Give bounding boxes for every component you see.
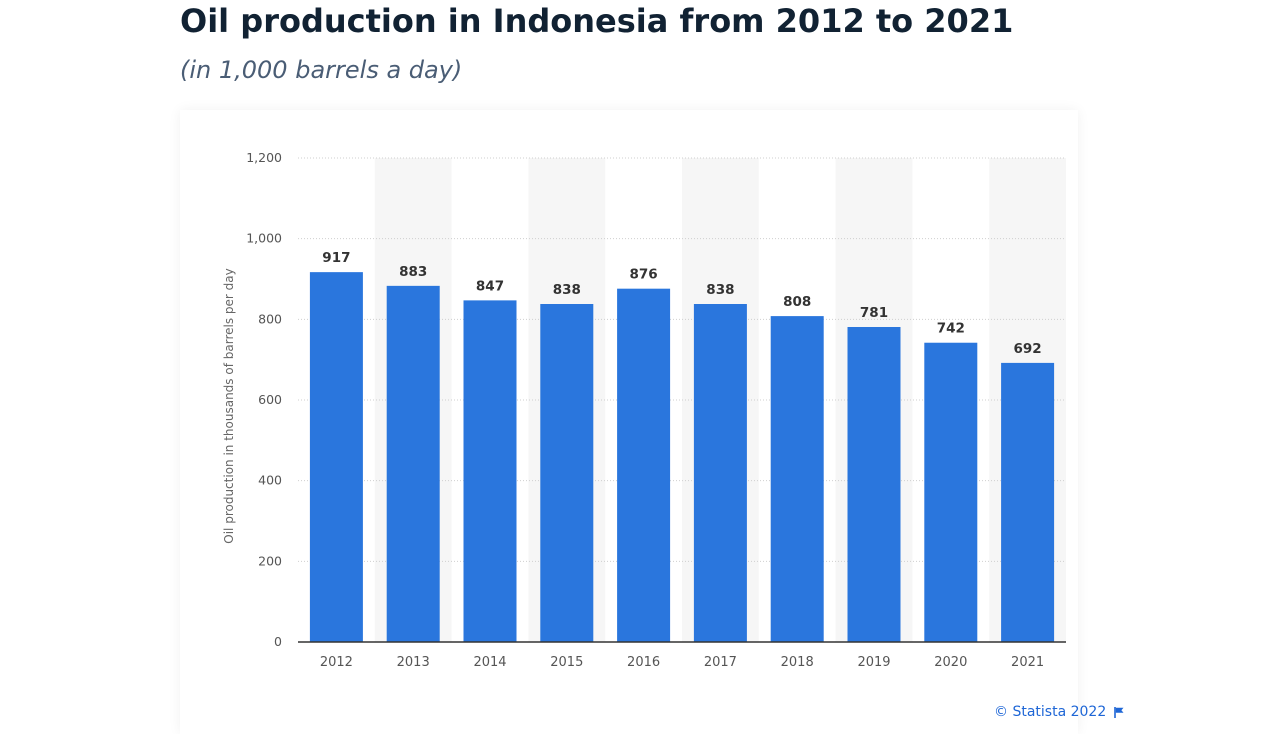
x-tick-label: 2014 — [473, 655, 506, 670]
data-label: 847 — [476, 278, 504, 294]
credit-text[interactable]: © Statista 2022 — [994, 704, 1107, 720]
y-tick-label: 400 — [258, 473, 282, 488]
y-tick-label: 200 — [258, 553, 282, 568]
y-tick-label: 600 — [258, 392, 282, 407]
data-label: 883 — [399, 264, 427, 280]
data-label: 838 — [553, 282, 581, 298]
bar-chart: 0 200 400 600 800 1,000 1,200 Oil production in… — [222, 150, 1066, 670]
chart-subtitle: (in 1,000 barrels a day) — [180, 56, 463, 84]
y-tick-label: 1,200 — [246, 150, 282, 165]
data-label: 692 — [1014, 341, 1042, 357]
data-label: 917 — [322, 250, 350, 266]
bar[interactable] — [847, 326, 901, 642]
flag-icon[interactable] — [1114, 706, 1124, 718]
x-tick-label: 2017 — [704, 655, 737, 670]
x-tick-label: 2019 — [857, 655, 890, 670]
x-tick-label: 2016 — [627, 655, 660, 670]
bar[interactable] — [770, 316, 824, 642]
bar[interactable] — [617, 288, 671, 642]
statista-credit[interactable]: © Statista 2022 — [994, 704, 1124, 720]
data-label: 742 — [937, 321, 965, 337]
data-label: 876 — [630, 267, 658, 283]
x-tick-label: 2012 — [320, 655, 353, 670]
bar[interactable] — [309, 272, 363, 642]
y-axis-title: Oil production in thousands of barrels p… — [222, 268, 236, 543]
x-tick-label: 2013 — [397, 655, 430, 670]
x-tick-label: 2020 — [934, 655, 967, 670]
bar[interactable] — [693, 304, 747, 642]
data-label: 838 — [706, 282, 734, 298]
chart-card: 0 200 400 600 800 1,000 1,200 Oil production in… — [180, 110, 1078, 734]
bar[interactable] — [540, 304, 594, 642]
x-tick-label: 2021 — [1011, 655, 1044, 670]
y-tick-label: 800 — [258, 311, 282, 326]
x-tick-label: 2015 — [550, 655, 583, 670]
bar[interactable] — [1001, 362, 1055, 642]
data-label: 781 — [860, 305, 888, 321]
bar[interactable] — [924, 342, 978, 642]
chart-title: Oil production in Indonesia from 2012 to… — [180, 2, 1014, 40]
x-tick-label: 2018 — [781, 655, 814, 670]
y-tick-label: 0 — [274, 634, 282, 649]
bar[interactable] — [386, 285, 440, 642]
y-tick-label: 1,000 — [246, 231, 282, 246]
data-label: 808 — [783, 294, 811, 310]
bar[interactable] — [463, 300, 517, 642]
